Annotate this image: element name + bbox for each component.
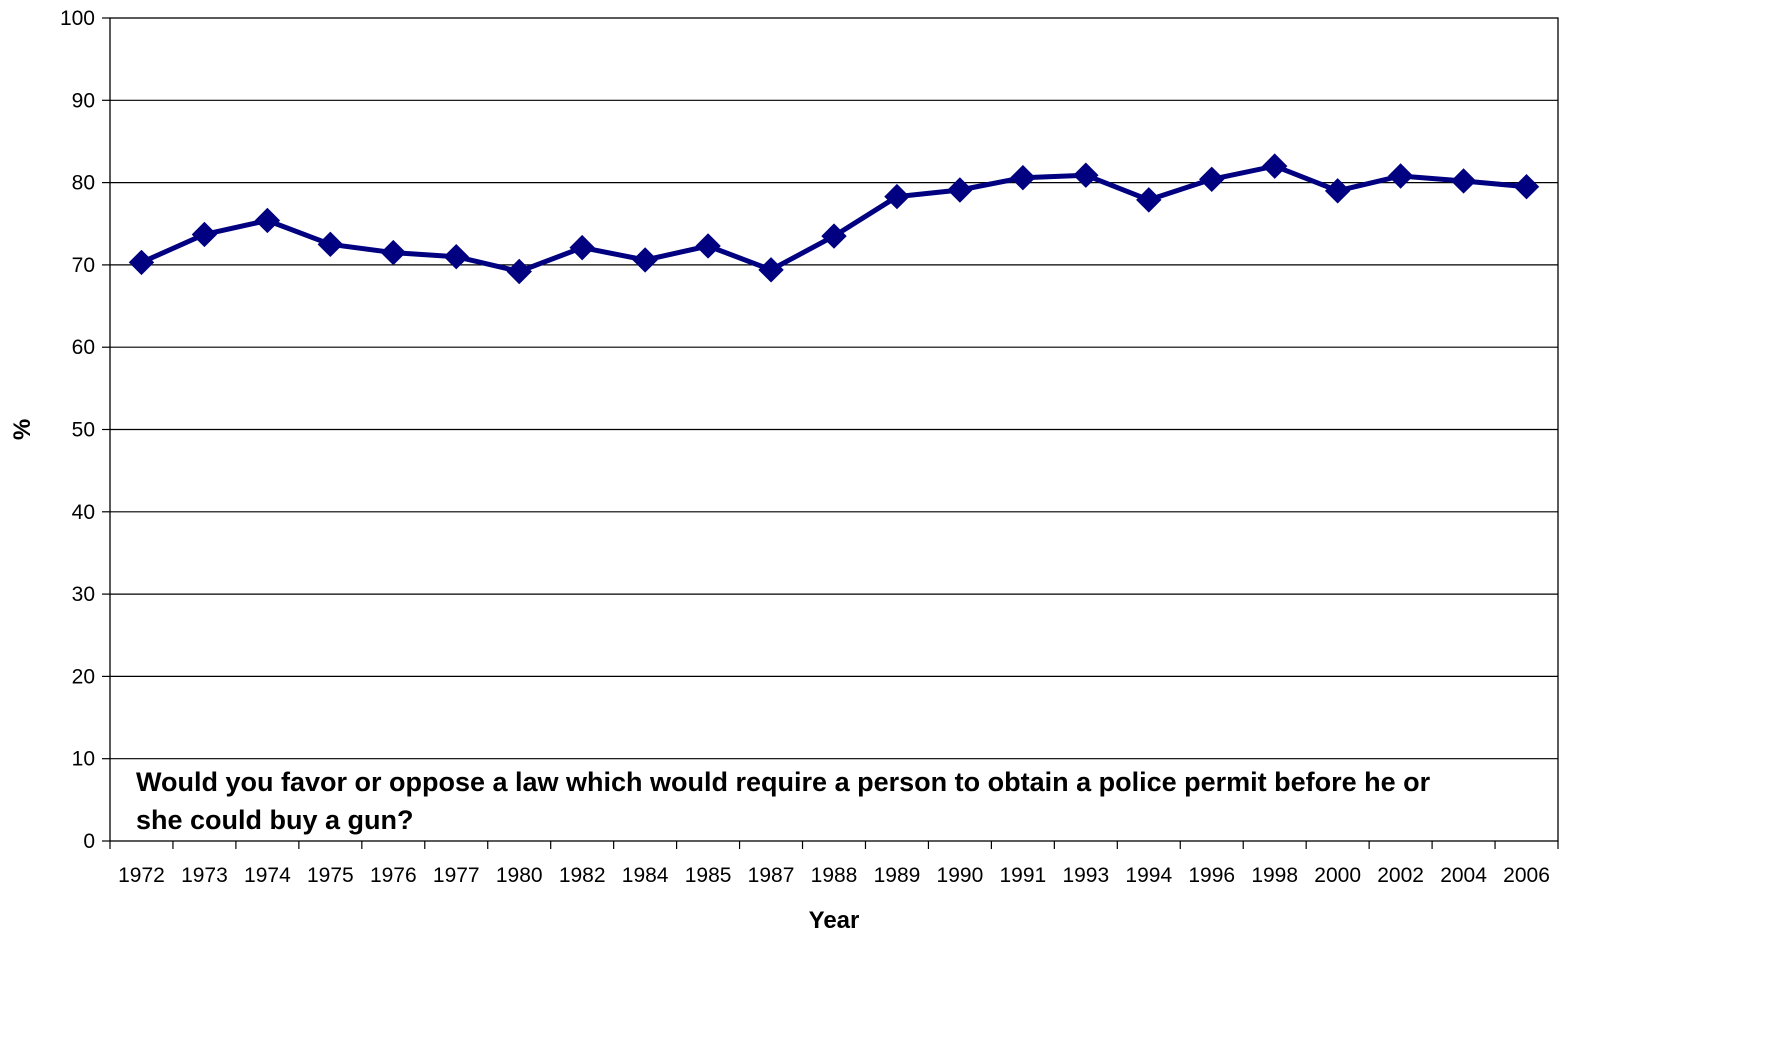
series-layer: [128, 153, 1540, 285]
x-tick-label: 1991: [1000, 864, 1047, 887]
x-tick-label: 1988: [811, 864, 858, 887]
x-tick-labels: 1972 1973 1974 1975 1976 1977 1980 1982 1984 1985…: [118, 864, 1550, 887]
x-tick-label: 1996: [1188, 864, 1235, 887]
data-point-marker: [128, 249, 155, 276]
y-axis-title: %: [9, 419, 36, 440]
x-tick-label: 1980: [496, 864, 543, 887]
y-tick-label: 0: [83, 830, 95, 853]
x-axis-title: Year: [809, 907, 860, 934]
y-tick-label: 80: [72, 172, 95, 195]
data-point-marker: [695, 233, 721, 259]
x-tick-label: 1998: [1251, 864, 1298, 887]
data-point-marker: [506, 258, 532, 285]
data-point-marker: [380, 239, 407, 266]
y-tick-label: 100: [60, 7, 95, 30]
x-tick-label: 1993: [1062, 864, 1109, 887]
x-tick-label: 1987: [748, 864, 795, 887]
y-tick-label: 50: [72, 419, 95, 442]
data-point-marker: [443, 243, 469, 270]
data-point-marker: [1199, 166, 1225, 193]
x-tick-label: 1985: [685, 864, 732, 887]
series-line: [140, 163, 1527, 274]
data-point-marker: [254, 207, 281, 234]
x-tick-label: 1990: [937, 864, 984, 887]
y-tick-label: 70: [72, 254, 95, 277]
question-text-line-1: Would you favor or oppose a law which wo…: [136, 767, 1431, 797]
data-point-marker: [569, 234, 595, 261]
data-point-marker: [191, 221, 218, 248]
x-tick-label: 2006: [1503, 864, 1550, 887]
data-point-marker: [884, 183, 910, 210]
axes: [102, 17, 1559, 849]
y-tick-label: 30: [72, 583, 95, 606]
x-tick-label: 1989: [874, 864, 921, 887]
data-point-marker: [1261, 153, 1288, 179]
x-tick-label: 2002: [1377, 864, 1424, 887]
x-tick-label: 1973: [181, 864, 228, 887]
data-point-marker: [947, 177, 973, 203]
x-tick-label: 1975: [307, 864, 354, 887]
x-tick-label: 1982: [559, 864, 606, 887]
data-point-marker: [1324, 178, 1351, 204]
question-text-line-2: she could buy a gun?: [136, 805, 414, 835]
x-tick-label: 1976: [370, 864, 417, 887]
data-point-marker: [317, 231, 344, 258]
data-point-marker: [1136, 187, 1162, 213]
y-tick-label: 90: [72, 89, 95, 112]
x-tick-label: 1974: [244, 864, 291, 887]
data-point-marker: [1387, 163, 1414, 189]
x-tick-label: 1984: [622, 864, 669, 887]
y-tick-label: 40: [72, 501, 95, 524]
gridlines: [110, 99, 1558, 760]
data-point-marker: [821, 223, 847, 249]
y-tick-labels: 0 10 20 30 40 50 60 70 80 90 100: [60, 7, 95, 853]
data-point-marker: [1513, 174, 1540, 200]
x-tick-label: 1977: [433, 864, 480, 887]
data-point-marker: [1450, 168, 1477, 194]
y-tick-label: 10: [72, 748, 95, 771]
x-tick-label: 1994: [1125, 864, 1172, 887]
data-point-marker: [632, 247, 658, 273]
y-tick-label: 60: [72, 336, 95, 359]
y-tick-label: 20: [72, 665, 95, 688]
data-point-marker: [758, 257, 784, 283]
x-tick-label: 1972: [118, 864, 165, 887]
x-tick-label: 2004: [1440, 864, 1487, 887]
x-tick-label: 2000: [1314, 864, 1361, 887]
data-point-marker: [1010, 164, 1036, 191]
data-point-marker: [1073, 162, 1099, 188]
